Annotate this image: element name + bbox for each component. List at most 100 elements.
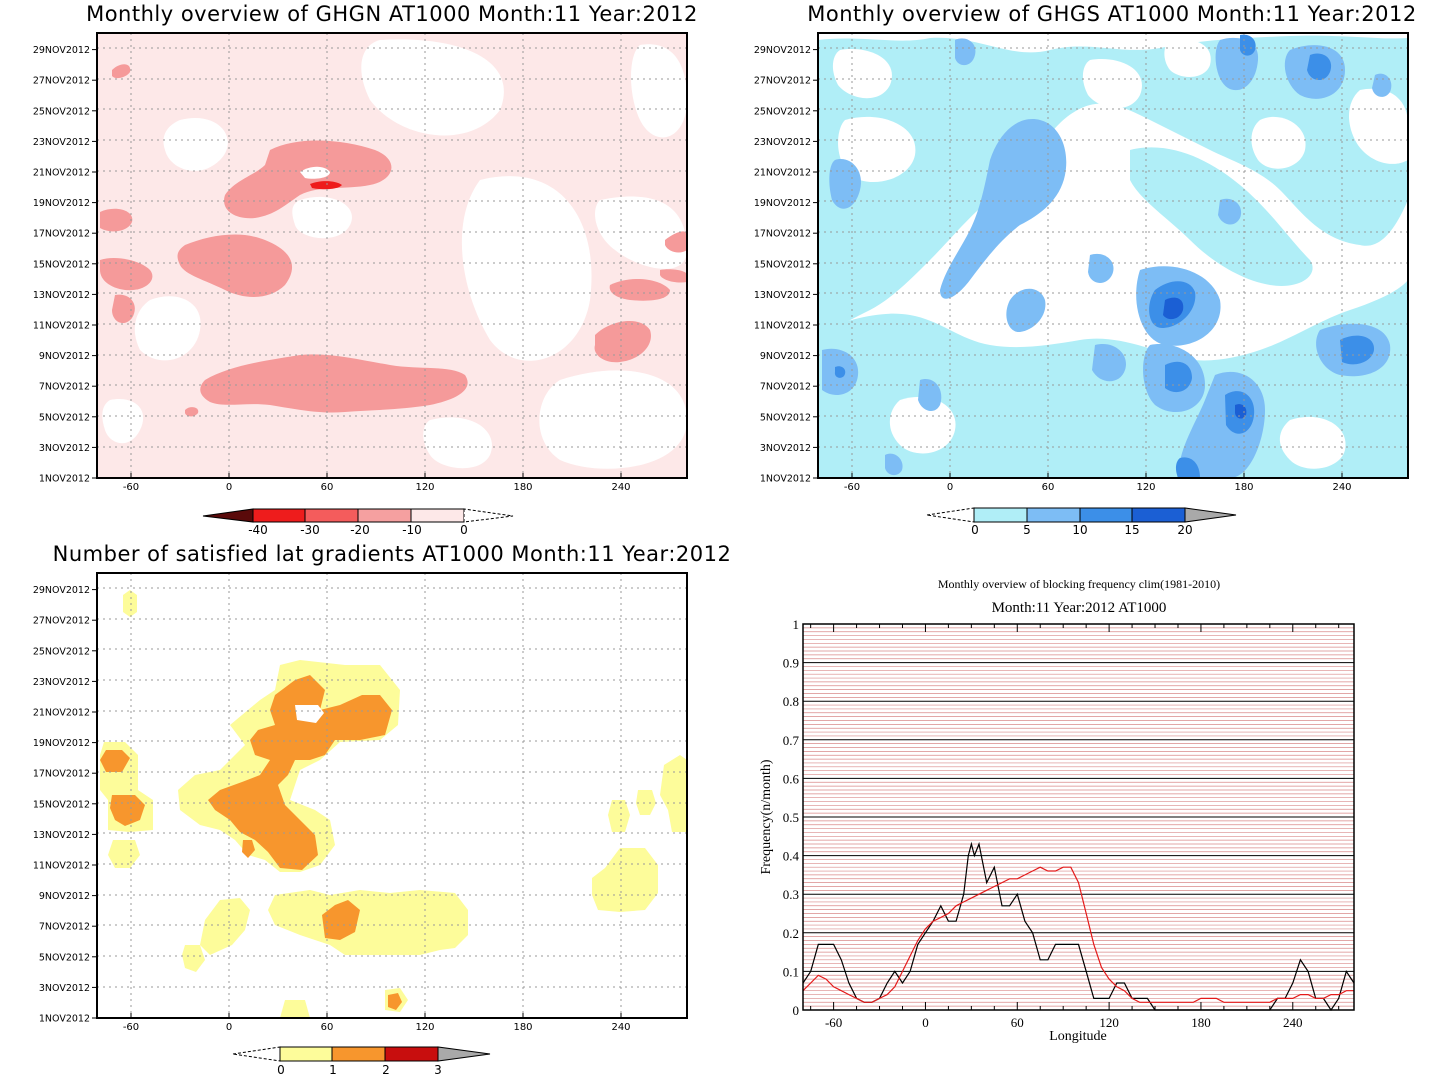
y-tick-label: 7NOV2012 [39, 922, 90, 933]
freq-ylabel: Frequency(n/month) [759, 759, 774, 874]
colorbar-segment [1079, 507, 1133, 523]
colorbar-label: -20 [350, 523, 370, 537]
y-tick-label: 23NOV2012 [33, 677, 90, 688]
ghgn-plot-frame [96, 32, 688, 479]
x-tick-label: 180 [513, 482, 532, 493]
y-tick-label: 17NOV2012 [33, 229, 90, 240]
freq-subtitle: Month:11 Year:2012 AT1000 [992, 600, 1167, 616]
colorbar-segment [973, 507, 1028, 523]
freq-y-tick-label: 0 [793, 1003, 800, 1018]
colorbar-segment [331, 1046, 386, 1062]
y-tick-label: 11NOV2012 [754, 321, 811, 332]
colorbar-label: 15 [1124, 523, 1139, 537]
freq-y-tick-label: 0.6 [783, 771, 800, 786]
freq-plot-frame [802, 623, 1355, 1011]
freq-y-tick-label: 1 [793, 617, 800, 632]
y-tick-label: 1NOV2012 [760, 474, 811, 485]
colorbar-label: 5 [1023, 523, 1031, 537]
ghgs-title: Monthly overview of GHGS AT1000 Month:11… [807, 2, 1416, 26]
y-tick-label: 13NOV2012 [754, 290, 811, 301]
y-tick-label: 27NOV2012 [33, 616, 90, 627]
y-tick-label: 13NOV2012 [33, 830, 90, 841]
colorbar-label: 0 [971, 523, 979, 537]
lat-plot-frame [96, 572, 688, 1019]
colorbar-label: 1 [329, 1063, 337, 1077]
ghgn-contour-field [97, 33, 687, 478]
y-tick-label: 13NOV2012 [33, 290, 90, 301]
y-tick-label: 1NOV2012 [39, 1014, 90, 1025]
y-tick-label: 5NOV2012 [39, 412, 90, 423]
x-tick-label: 0 [947, 482, 953, 493]
ghgs-x-axis: -60 0 60 120 180 240 [844, 473, 1352, 493]
lat-colorbar: 0 1 2 3 [232, 1046, 491, 1077]
y-tick-label: 17NOV2012 [33, 769, 90, 780]
y-tick-label: 21NOV2012 [33, 708, 90, 719]
freq-x-tick-label: 0 [922, 1015, 929, 1030]
x-tick-label: -60 [844, 482, 860, 493]
y-tick-label: 19NOV2012 [33, 198, 90, 209]
x-tick-label: 180 [1234, 482, 1253, 493]
colorbar-segment [279, 1046, 333, 1062]
x-tick-label: 0 [226, 1022, 232, 1033]
y-tick-label: 29NOV2012 [33, 45, 90, 56]
y-tick-label: 15NOV2012 [33, 259, 90, 270]
y-tick-label: 15NOV2012 [754, 259, 811, 270]
y-tick-label: 9NOV2012 [39, 351, 90, 362]
freq-y-tick-label: 0.7 [783, 733, 800, 748]
y-tick-label: 11NOV2012 [33, 321, 90, 332]
freq-xlabel: Longitude [1049, 1029, 1107, 1044]
x-tick-label: 0 [226, 482, 232, 493]
x-tick-label: 180 [513, 1022, 532, 1033]
x-tick-label: 60 [1042, 482, 1055, 493]
colorbar-segment [1131, 507, 1186, 523]
lat-y-axis: 1NOV2012 3NOV2012 5NOV2012 7NOV2012 9NOV2012… [33, 585, 97, 1025]
colorbar-left-arrow [232, 1046, 281, 1062]
y-tick-label: 5NOV2012 [39, 952, 90, 963]
ghgs-plot-frame [817, 32, 1409, 479]
freq-gridlines [803, 627, 1354, 1007]
colorbar-left-arrow [202, 508, 254, 523]
freq-y-tick-label: 0.5 [783, 810, 799, 825]
y-tick-label: 25NOV2012 [33, 646, 90, 657]
colorbar-left-arrow [926, 507, 975, 523]
y-tick-label: 19NOV2012 [33, 738, 90, 749]
colorbar-segment [357, 508, 412, 523]
lat-x-axis: -60 0 60 120 180 240 [123, 1013, 631, 1033]
freq-x-tick-label: -60 [825, 1015, 842, 1030]
colorbar-right-arrow [463, 508, 514, 523]
x-tick-label: 120 [415, 482, 434, 493]
y-tick-label: 3NOV2012 [39, 983, 90, 994]
series-line-black [802, 841, 1355, 1012]
x-tick-label: 120 [1136, 482, 1155, 493]
x-tick-label: 240 [611, 482, 630, 493]
colorbar-segment [384, 1046, 439, 1062]
colorbar-label: 20 [1177, 523, 1192, 537]
y-tick-label: 3NOV2012 [760, 443, 811, 454]
x-tick-label: 240 [611, 1022, 630, 1033]
ghgn-title: Monthly overview of GHGN AT1000 Month:11… [86, 2, 698, 26]
freq-title: Monthly overview of blocking frequency c… [938, 577, 1220, 591]
ghgn-x-axis: -60 0 60 120 180 240 [123, 473, 631, 493]
y-tick-label: 19NOV2012 [754, 198, 811, 209]
x-tick-label: 60 [321, 1022, 334, 1033]
ghgn-colorbar: -40 -30 -20 -10 0 [202, 508, 514, 537]
x-tick-label: -60 [123, 1022, 139, 1033]
colorbar-segment [252, 508, 306, 523]
y-tick-label: 3NOV2012 [39, 443, 90, 454]
colorbar-label: 2 [382, 1063, 390, 1077]
lat-title: Number of satisfied lat gradients AT1000… [53, 542, 732, 566]
series-line-red [802, 866, 1354, 1003]
x-tick-label: -60 [123, 482, 139, 493]
colorbar-label: -40 [248, 523, 268, 537]
y-tick-label: 15NOV2012 [33, 799, 90, 810]
freq-y-tick-label: 0.9 [783, 656, 799, 671]
freq-panel: Monthly overview of blocking frequency c… [759, 577, 1355, 1044]
colorbar-segment [410, 508, 465, 523]
x-tick-label: 240 [1332, 482, 1351, 493]
freq-y-tick-label: 0.1 [783, 964, 799, 979]
y-tick-label: 29NOV2012 [754, 45, 811, 56]
colorbar-label: 0 [277, 1063, 285, 1077]
freq-x-tick-label: 240 [1283, 1015, 1303, 1030]
freq-x-tick-label: 60 [1011, 1015, 1024, 1030]
x-tick-label: 60 [321, 482, 334, 493]
